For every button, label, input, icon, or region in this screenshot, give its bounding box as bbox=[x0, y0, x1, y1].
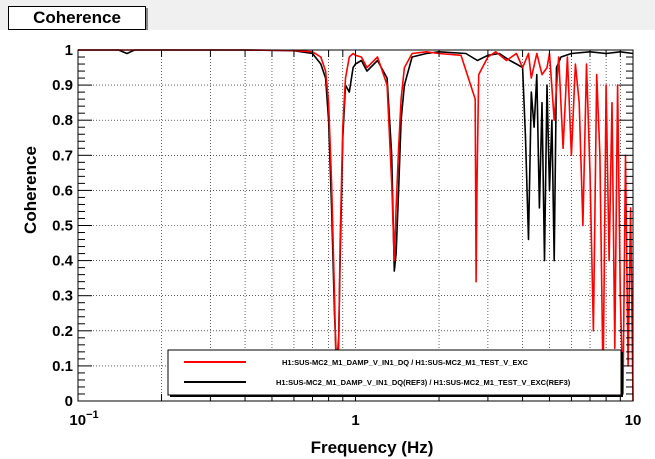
x-tick-label-exponent: −1 bbox=[86, 409, 99, 421]
x-tick-label: 1 bbox=[351, 412, 359, 429]
x-tick-label: 10−1 bbox=[69, 409, 98, 429]
legend-shadow bbox=[621, 352, 623, 397]
chart-title-box: Coherence bbox=[8, 6, 146, 30]
y-tick-label: 0.2 bbox=[52, 323, 73, 340]
y-tick-label: 0.1 bbox=[52, 358, 73, 375]
y-tick-label: 0.4 bbox=[52, 253, 74, 270]
legend-label-black: H1:SUS-MC2_M1_DAMP_V_IN1_DQ(REF3) / H1:S… bbox=[276, 378, 571, 387]
x-tick-label: 10 bbox=[625, 412, 642, 429]
y-tick-label: 1 bbox=[65, 42, 73, 59]
y-tick-label: 0.7 bbox=[52, 147, 73, 164]
y-axis-title: Coherence bbox=[21, 146, 40, 234]
y-tick-label: 0.5 bbox=[52, 218, 73, 235]
series-layer bbox=[78, 49, 634, 402]
x-tick-label-base: 1 bbox=[351, 412, 359, 429]
x-axis-title: Frequency (Hz) bbox=[311, 438, 434, 457]
y-tick-label: 0.3 bbox=[52, 288, 73, 305]
legend-label-red: H1:SUS-MC2_M1_DAMP_V_IN1_DQ / H1:SUS-MC2… bbox=[282, 358, 528, 367]
legend-shadow-bottom bbox=[170, 395, 623, 397]
legend: H1:SUS-MC2_M1_DAMP_V_IN1_DQ / H1:SUS-MC2… bbox=[167, 349, 623, 397]
x-tick-label-base: 10 bbox=[69, 412, 86, 429]
series-line-red bbox=[78, 49, 634, 402]
legend-box bbox=[167, 349, 622, 396]
y-tick-label: 0.8 bbox=[52, 112, 73, 129]
y-tick-label: 0 bbox=[65, 393, 73, 410]
x-tick-label-base: 10 bbox=[625, 412, 642, 429]
y-tick-label: 0.9 bbox=[52, 77, 73, 94]
ticks bbox=[77, 49, 633, 402]
y-tick-label: 0.6 bbox=[52, 182, 73, 199]
